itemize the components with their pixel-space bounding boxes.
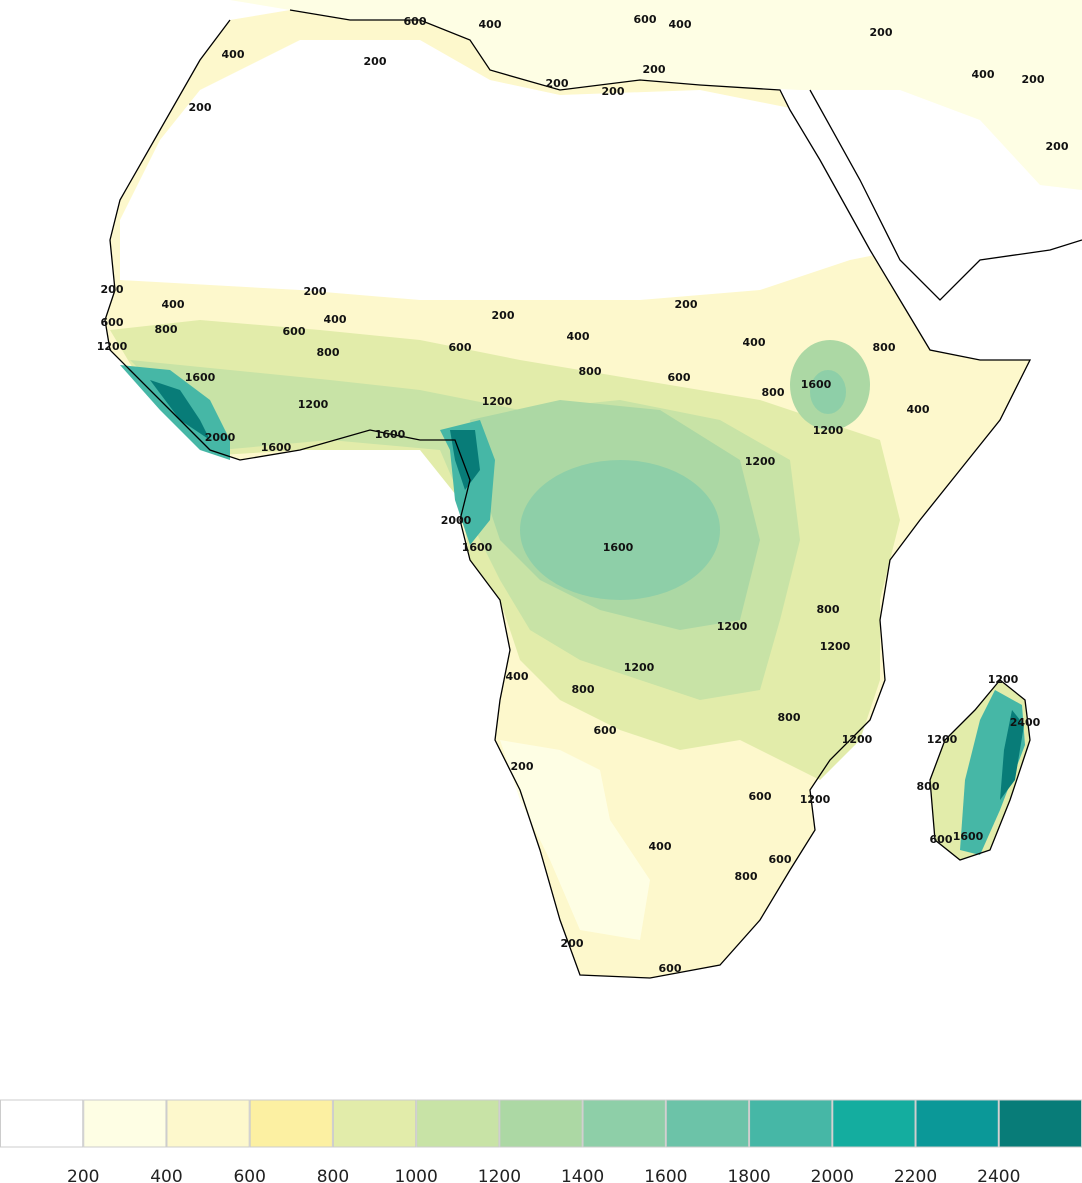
contour-label: 200 — [189, 101, 212, 114]
colorbar-swatch — [665, 1099, 750, 1148]
contour-label: 1200 — [800, 793, 831, 806]
contour-label: 200 — [561, 937, 584, 950]
colorbar-swatch — [83, 1099, 167, 1148]
contour-label: 1600 — [185, 371, 216, 384]
contour-label: 200 — [675, 298, 698, 311]
colorbar-tick-label: 2200 — [894, 1167, 937, 1183]
colorbar-tick-label: 2400 — [977, 1167, 1020, 1183]
contour-label: 600 — [594, 724, 617, 737]
contour-label: 2000 — [205, 431, 236, 444]
contour-label: 800 — [778, 711, 801, 724]
colorbar-tick-label: 600 — [233, 1167, 265, 1183]
contour-label: 200 — [643, 63, 666, 76]
colorbar-tick-label: 400 — [150, 1167, 182, 1183]
contour-label: 1200 — [482, 395, 513, 408]
contour-label: 2000 — [441, 514, 472, 527]
contour-label: 1600 — [261, 441, 292, 454]
contour-label: 1600 — [375, 428, 406, 441]
colorbar-tick-label: 1200 — [478, 1167, 521, 1183]
contour-label: 600 — [668, 371, 691, 384]
contour-label: 1200 — [927, 733, 958, 746]
contour-label: 200 — [1022, 73, 1045, 86]
contour-label: 400 — [567, 330, 590, 343]
colorbar-swatch — [749, 1099, 833, 1148]
contour-label: 1200 — [745, 455, 776, 468]
contour-label: 400 — [972, 68, 995, 81]
contour-label: 200 — [870, 26, 893, 39]
contour-label: 800 — [572, 683, 595, 696]
contour-label: 800 — [762, 386, 785, 399]
contour-labels: 600 400 200 400 200 200 200 600 200 400 … — [97, 13, 1069, 975]
contour-label: 1600 — [603, 541, 634, 554]
contour-label: 1200 — [717, 620, 748, 633]
contour-label: 1600 — [801, 378, 832, 391]
contour-label: 200 — [304, 285, 327, 298]
contour-label: 800 — [817, 603, 840, 616]
contour-label: 1200 — [97, 340, 128, 353]
contour-label: 1200 — [813, 424, 844, 437]
contour-label: 200 — [364, 55, 387, 68]
contour-label: 400 — [222, 48, 245, 61]
contour-label: 800 — [735, 870, 758, 883]
contour-label: 400 — [907, 403, 930, 416]
contour-label: 800 — [579, 365, 602, 378]
contour-label: 600 — [283, 325, 306, 338]
contour-label: 400 — [506, 670, 529, 683]
contour-label: 400 — [743, 336, 766, 349]
colorbar-tick-label: 800 — [317, 1167, 349, 1183]
contour-label: 400 — [324, 313, 347, 326]
colorbar: 200 400 600 800 1000 1200 1400 1600 1800 2000 2200… — [0, 1099, 1082, 1183]
contour-label: 600 — [659, 962, 682, 975]
colorbar-swatch — [249, 1099, 333, 1148]
contour-label: 1200 — [820, 640, 851, 653]
contour-label: 1200 — [842, 733, 873, 746]
contour-label: 200 — [492, 309, 515, 322]
contour-label: 400 — [649, 840, 672, 853]
contour-label: 400 — [162, 298, 185, 311]
colorbar-tick-label: 1400 — [561, 1167, 604, 1183]
contour-label: 200 — [101, 283, 124, 296]
colorbar-swatch — [416, 1099, 500, 1148]
colorbar-tick-label: 200 — [67, 1167, 99, 1183]
contour-label: 200 — [1046, 140, 1069, 153]
contour-label: 2400 — [1010, 716, 1041, 729]
contour-label: 400 — [479, 18, 502, 31]
colorbar-swatch — [832, 1099, 916, 1148]
contour-label: 600 — [449, 341, 472, 354]
map-shading — [105, 0, 1082, 978]
contour-label: 600 — [404, 15, 427, 28]
contour-label: 1200 — [988, 673, 1019, 686]
colorbar-swatch — [582, 1099, 666, 1148]
contour-label: 200 — [602, 85, 625, 98]
contour-label: 1600 — [953, 830, 984, 843]
contour-label: 800 — [155, 323, 178, 336]
contour-label: 600 — [101, 316, 124, 329]
contour-label: 1200 — [298, 398, 329, 411]
contour-label: 200 — [511, 760, 534, 773]
colorbar-tick-label: 2000 — [811, 1167, 854, 1183]
colorbar-swatch — [332, 1099, 417, 1148]
coastlines — [104, 9, 1082, 979]
contour-label: 600 — [634, 13, 657, 26]
contour-label: 1200 — [624, 661, 655, 674]
contour-label: 600 — [749, 790, 772, 803]
contour-label: 800 — [873, 341, 896, 354]
contour-label: 1600 — [462, 541, 493, 554]
colorbar-tick-label: 1600 — [644, 1167, 687, 1183]
contour-label: 800 — [917, 780, 940, 793]
colorbar-swatch — [0, 1099, 84, 1148]
contour-label: 800 — [317, 346, 340, 359]
contour-label: 400 — [669, 18, 692, 31]
contour-label: 200 — [546, 77, 569, 90]
colorbar-tick-label: 1800 — [727, 1167, 770, 1183]
colorbar-swatch — [499, 1099, 583, 1148]
colorbar-swatch — [915, 1099, 999, 1148]
colorbar-swatch — [166, 1099, 250, 1148]
colorbar-tick-label: 1000 — [395, 1167, 438, 1183]
colorbar-swatch — [998, 1099, 1082, 1148]
contour-label: 600 — [930, 833, 953, 846]
contour-label: 600 — [769, 853, 792, 866]
